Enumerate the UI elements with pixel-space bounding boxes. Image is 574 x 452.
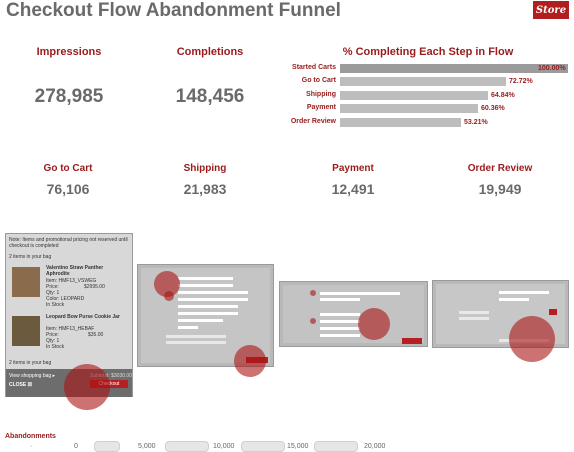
- abandonment-marker: [358, 308, 390, 340]
- legend-tick-label: 0: [74, 443, 78, 450]
- store-logo[interactable]: Store: [533, 1, 569, 19]
- impressions-value: 278,985: [34, 86, 104, 107]
- product-price-1: $2995.00: [84, 284, 105, 290]
- funnel-step-value: 100.00%: [538, 65, 566, 72]
- product-name-1[interactable]: Valentino Straw Panther Aphrodite: [46, 265, 104, 277]
- view-bag-link[interactable]: View shopping bag ▸: [9, 373, 56, 379]
- funnel-step-row: Started Carts 100.00%: [270, 63, 570, 74]
- funnel-step-value: 72.72%: [509, 78, 533, 85]
- order-review-screenshot[interactable]: [432, 280, 569, 362]
- abandonment-marker: [509, 316, 555, 362]
- funnel-step-label: Shipping: [306, 91, 336, 98]
- funnel-step-row: Go to Cart 72.72%: [270, 76, 570, 87]
- funnel-step-row: Shipping 64.84%: [270, 90, 570, 101]
- funnel-step-row: Payment 60.36%: [270, 103, 570, 114]
- funnel-title: % Completing Each Step in Flow: [342, 46, 514, 58]
- impressions-label: Impressions: [36, 46, 102, 58]
- funnel-step-label: Order Review: [290, 118, 336, 125]
- legend-tick-label: 5,000: [138, 443, 156, 450]
- close-button[interactable]: CLOSE ☒: [9, 382, 33, 388]
- order-review-value: 19,949: [478, 181, 522, 197]
- cart-count-bottom: 2 items in your bag: [9, 360, 52, 366]
- abandonment-marker: [164, 291, 174, 301]
- product-stock-2: In Stock: [46, 344, 65, 350]
- funnel-step-label: Payment: [306, 104, 336, 111]
- funnel-step-label: Started Carts: [292, 64, 336, 71]
- funnel-step-bar: [340, 91, 488, 100]
- abandonment-marker: [310, 290, 316, 296]
- funnel-step-value: 64.84%: [491, 92, 515, 99]
- payment-value: 12,491: [331, 181, 375, 197]
- subtotal: Subtotal: $3030.00: [90, 373, 132, 379]
- product-item-1: Item: HMF13_VSWEG: [46, 278, 97, 284]
- payment-screenshot[interactable]: [279, 281, 428, 347]
- funnel-step-bar: [340, 77, 506, 86]
- page-title: Checkout Flow Abandonment Funnel: [6, 0, 341, 21]
- funnel-step-bar: [340, 118, 461, 127]
- legend-marker: ·: [30, 443, 33, 450]
- product-name-2[interactable]: Leopard Bow Purse Cookie Jar: [46, 314, 120, 320]
- product-price-label-1: Price:: [46, 284, 59, 290]
- payment-label: Payment: [332, 163, 374, 174]
- product-qty-1: Qty: 1: [46, 290, 60, 296]
- product-image-1: [12, 267, 40, 297]
- funnel-step-label: Go to Cart: [301, 77, 336, 84]
- completions-value: 148,456: [175, 86, 245, 107]
- product-price-label-2: Price:: [46, 332, 59, 338]
- abandonment-marker: [310, 318, 316, 324]
- shipping-screenshot[interactable]: [137, 264, 274, 377]
- funnel-step-value: 60.36%: [481, 105, 505, 112]
- product-image-2: [12, 316, 40, 346]
- legend-size-swatch: [165, 441, 209, 452]
- legend-tick-label: 15,000: [287, 443, 309, 450]
- abandonment-marker: [64, 364, 110, 410]
- funnel-step-row: Order Review 53.21%: [270, 117, 570, 128]
- product-qty-2: Qty: 1: [46, 338, 60, 344]
- legend-tick-label: 10,000: [213, 443, 235, 450]
- completions-label: Completions: [176, 46, 244, 58]
- shipping-value: 21,983: [183, 181, 227, 197]
- cart-count-top: 2 items in your bag: [9, 254, 52, 260]
- legend-tick-label: 20,000: [364, 443, 386, 450]
- abandonment-marker: [234, 345, 266, 377]
- cart-note: Note: Items and promotional pricing not …: [9, 237, 128, 249]
- product-stock-1: In Stock: [46, 302, 65, 308]
- go-to-cart-value: 76,106: [46, 181, 90, 197]
- funnel-step-value: 53.21%: [464, 119, 488, 126]
- product-price-2: $35.00: [88, 332, 104, 338]
- product-color-1: Color: LEOPARD: [46, 296, 85, 302]
- legend-size-swatch: [94, 441, 120, 452]
- product-item-2: Item: HMF13_HEBAF: [46, 326, 95, 332]
- funnel-step-bar: [340, 64, 568, 73]
- legend-size-swatch: [241, 441, 285, 452]
- abandonments-label: Abandonments: [5, 433, 56, 440]
- shipping-label: Shipping: [183, 163, 227, 174]
- order-review-label: Order Review: [467, 163, 533, 174]
- funnel-step-bar: [340, 104, 478, 113]
- cart-screenshot[interactable]: Note: Items and promotional pricing not …: [5, 233, 133, 410]
- legend-size-swatch: [314, 441, 358, 452]
- go-to-cart-label: Go to Cart: [43, 163, 93, 174]
